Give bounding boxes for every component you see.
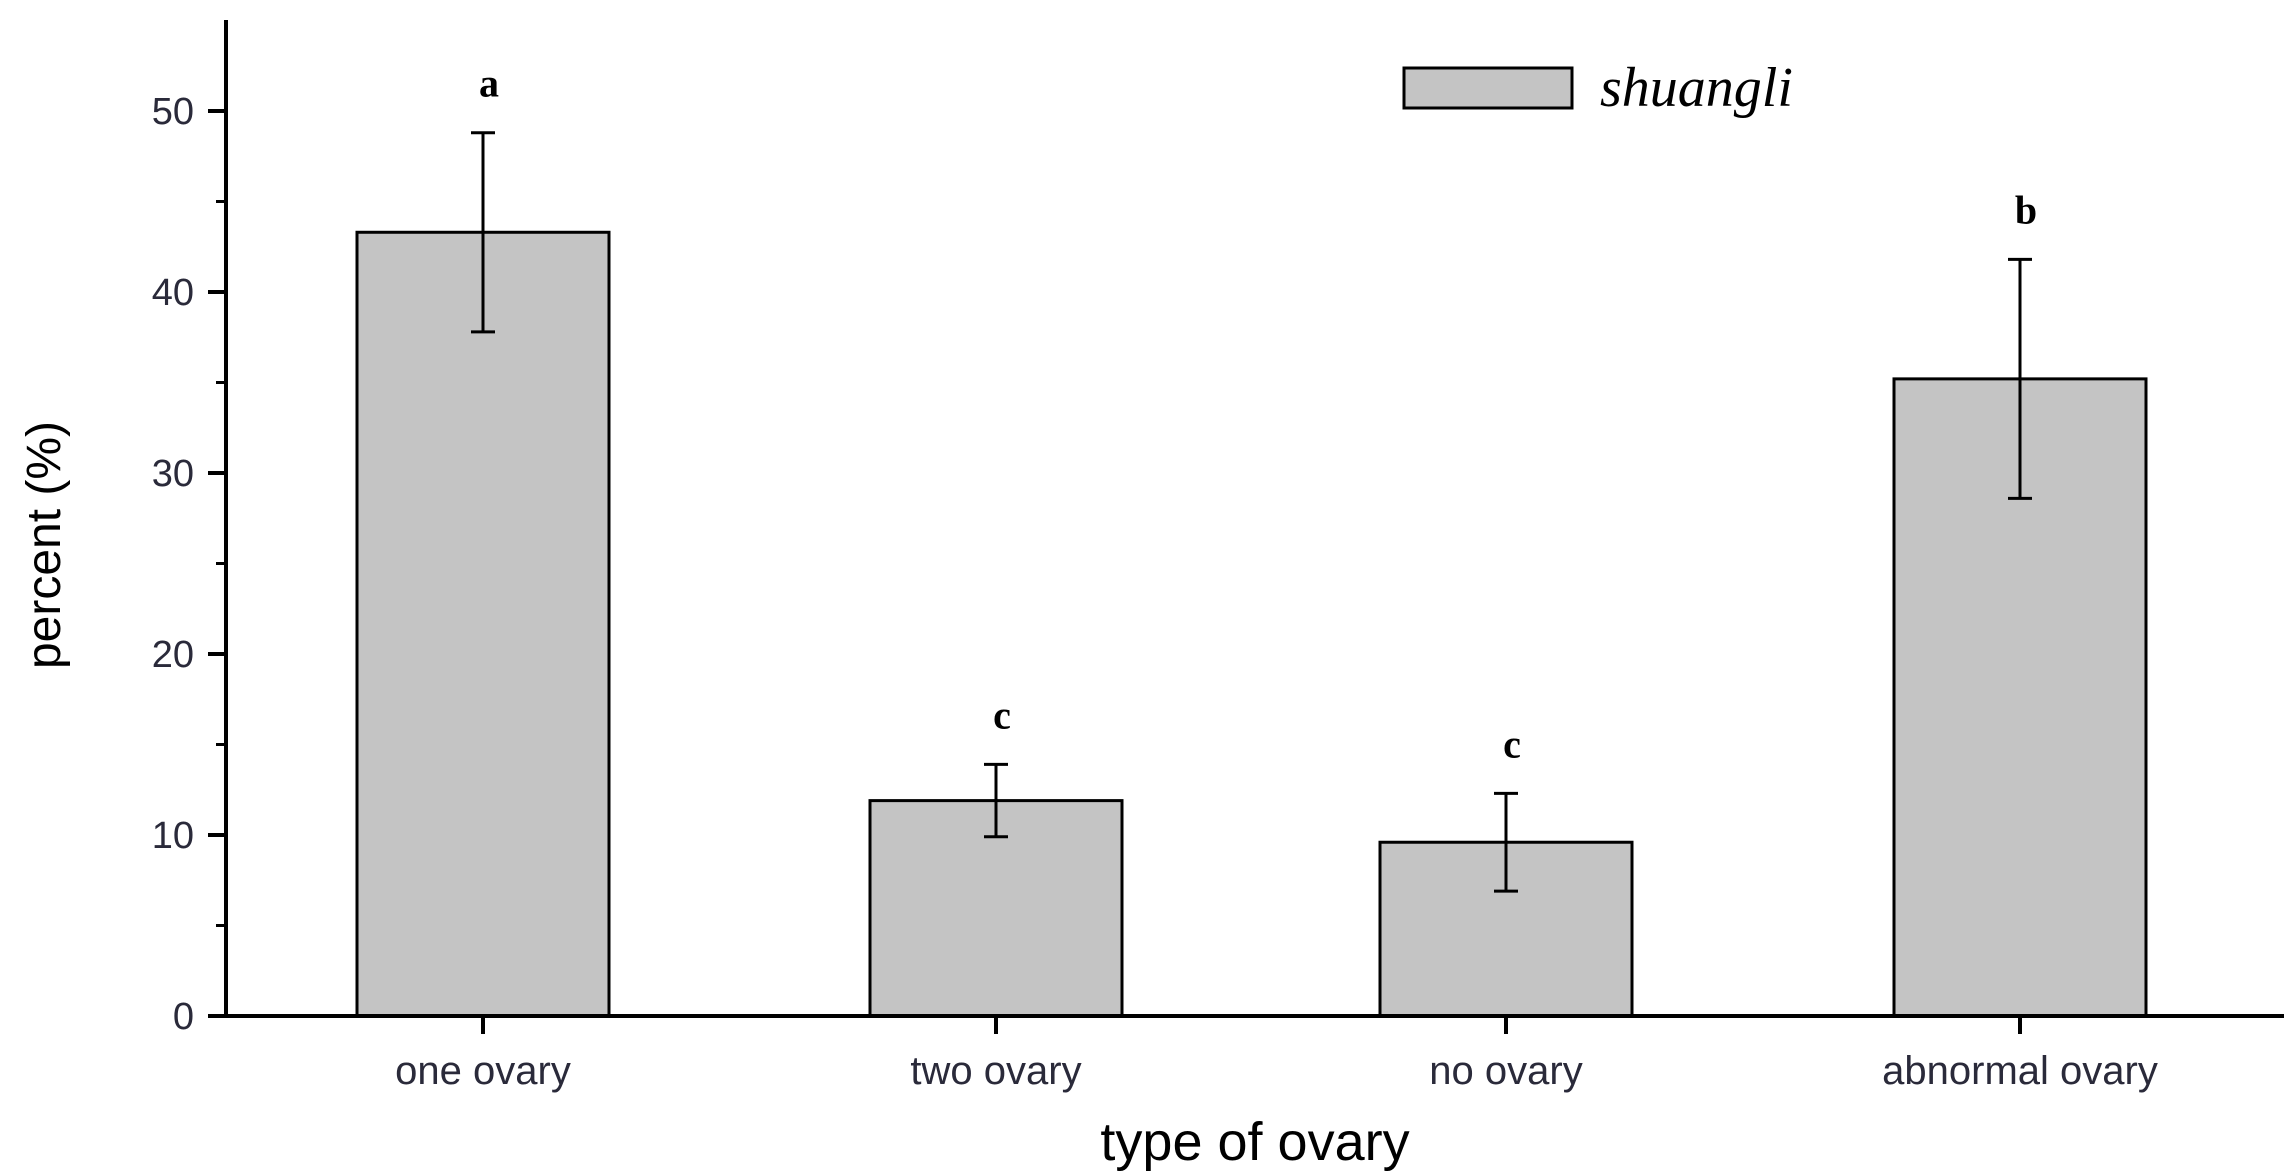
bar: [355, 230, 611, 1018]
y-axis-ticks: 0 10 20 30 40 50: [152, 91, 226, 1038]
significance-letter: c: [1503, 721, 1521, 766]
significance-letter: b: [2015, 187, 2037, 232]
y-tick-label: 40: [152, 272, 194, 314]
error-bars: [471, 131, 2032, 893]
y-tick-label: 0: [173, 996, 194, 1038]
y-axis-label: percent (%): [18, 421, 71, 669]
significance-letter: c: [993, 692, 1011, 737]
legend: shuangli: [1402, 57, 1793, 119]
x-tick-label: one ovary: [395, 1049, 571, 1093]
x-axis-label: type of ovary: [1100, 1112, 1409, 1172]
bars: [355, 230, 2148, 1018]
x-tick-label: no ovary: [1429, 1049, 1582, 1093]
x-axis-ticks: one ovary two ovary no ovary abnormal ovary: [395, 1016, 2158, 1093]
significance-labels: a c c b: [479, 61, 2037, 767]
y-tick-label: 10: [152, 815, 194, 857]
legend-label: shuangli: [1600, 57, 1793, 119]
significance-letter: a: [479, 61, 499, 106]
legend-swatch: [1402, 66, 1574, 110]
y-tick-label: 30: [152, 453, 194, 495]
y-tick-label: 50: [152, 91, 194, 133]
y-tick-label: 20: [152, 634, 194, 676]
x-tick-label: abnormal ovary: [1882, 1049, 2158, 1093]
x-tick-label: two ovary: [910, 1049, 1081, 1093]
